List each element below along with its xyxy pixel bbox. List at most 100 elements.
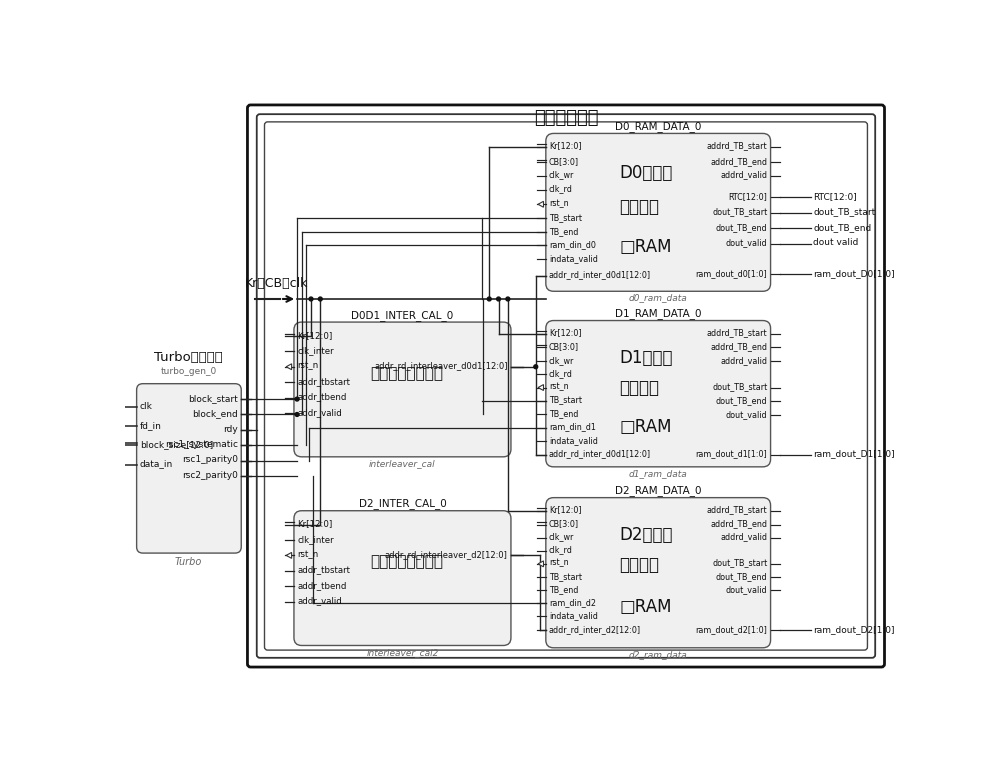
Text: addr_valid: addr_valid <box>297 597 342 606</box>
Circle shape <box>534 365 538 369</box>
Text: addrd_TB_start: addrd_TB_start <box>707 141 767 150</box>
Text: addrd_valid: addrd_valid <box>720 171 767 180</box>
FancyBboxPatch shape <box>546 134 771 291</box>
Text: Kr[12:0]: Kr[12:0] <box>549 505 582 515</box>
Circle shape <box>318 297 322 301</box>
Text: turbo_gen_0: turbo_gen_0 <box>160 367 217 376</box>
Text: TB_start: TB_start <box>549 572 582 581</box>
FancyBboxPatch shape <box>264 122 867 650</box>
Text: rst_n: rst_n <box>297 361 318 370</box>
Text: dout_TB_end: dout_TB_end <box>716 223 767 231</box>
Text: addr_rd_inter_d0d1[12:0]: addr_rd_inter_d0d1[12:0] <box>549 271 651 279</box>
Text: ram_dout_d1[1:0]: ram_dout_d1[1:0] <box>696 449 767 458</box>
Text: TB_end: TB_end <box>549 584 578 594</box>
Polygon shape <box>538 201 544 207</box>
Text: addr_tbstart: addr_tbstart <box>297 565 350 575</box>
Text: dout valid: dout valid <box>813 238 859 247</box>
Polygon shape <box>286 553 292 559</box>
Text: clk_wr: clk_wr <box>549 532 574 541</box>
Text: RTC[12:0]: RTC[12:0] <box>813 192 857 201</box>
Text: 第三路子块交织器: 第三路子块交织器 <box>370 554 443 569</box>
Text: dout_valid: dout_valid <box>726 584 767 594</box>
Text: rsc2_parity0: rsc2_parity0 <box>182 471 238 480</box>
Text: rst_n: rst_n <box>549 383 569 391</box>
Text: addrd_TB_start: addrd_TB_start <box>707 505 767 515</box>
Text: 前两路子块交织器: 前两路子块交织器 <box>370 366 443 381</box>
Text: rsc1_parity0: rsc1_parity0 <box>182 455 238 465</box>
Text: dout_TB_start: dout_TB_start <box>712 559 767 568</box>
Circle shape <box>506 297 510 301</box>
Text: □RAM: □RAM <box>619 417 672 436</box>
Text: rst_n: rst_n <box>549 199 569 208</box>
Text: TB_start: TB_start <box>549 395 582 405</box>
Text: clk_wr: clk_wr <box>549 171 574 180</box>
Text: indata_valid: indata_valid <box>549 436 598 446</box>
Text: dout_TB_start: dout_TB_start <box>813 207 875 216</box>
Text: block_end: block_end <box>192 409 238 418</box>
Text: □RAM: □RAM <box>619 238 672 257</box>
Text: clk_inter: clk_inter <box>297 535 334 543</box>
Circle shape <box>487 297 491 301</box>
Text: addr_valid: addr_valid <box>297 408 342 417</box>
FancyBboxPatch shape <box>257 114 875 658</box>
Text: addr_rd_interleaver_d0d1[12:0]: addr_rd_interleaver_d0d1[12:0] <box>374 361 508 370</box>
Text: data_in: data_in <box>140 459 173 468</box>
Text: d1_ram_data: d1_ram_data <box>629 469 688 478</box>
FancyBboxPatch shape <box>294 511 511 645</box>
Text: ram_dout_D0[1:0]: ram_dout_D0[1:0] <box>813 269 895 278</box>
Text: rdy: rdy <box>223 424 238 433</box>
Text: CB[3:0]: CB[3:0] <box>549 342 579 351</box>
Text: TB_start: TB_start <box>549 213 582 222</box>
Polygon shape <box>538 561 544 567</box>
Text: ram_dout_d2[1:0]: ram_dout_d2[1:0] <box>696 625 767 634</box>
Text: clk_rd: clk_rd <box>549 369 573 378</box>
Text: RTC[12:0]: RTC[12:0] <box>729 192 767 201</box>
Text: dout_valid: dout_valid <box>726 238 767 247</box>
Text: addr_tbstart: addr_tbstart <box>297 377 350 386</box>
Text: dout_TB_end: dout_TB_end <box>716 572 767 581</box>
Text: addr_rd_interleaver_d2[12:0]: addr_rd_interleaver_d2[12:0] <box>385 550 508 559</box>
Text: TB_end: TB_end <box>549 227 578 236</box>
Text: □RAM: □RAM <box>619 598 672 616</box>
Text: addrd_TB_end: addrd_TB_end <box>710 519 767 528</box>
FancyBboxPatch shape <box>247 105 885 667</box>
Text: D2路数据: D2路数据 <box>619 525 673 543</box>
Text: Kr[12:0]: Kr[12:0] <box>549 329 582 337</box>
Text: D2_INTER_CAL_0: D2_INTER_CAL_0 <box>359 499 446 509</box>
Text: Turbo: Turbo <box>175 557 202 567</box>
Text: ram_dout_D1[1:0]: ram_dout_D1[1:0] <box>813 449 895 458</box>
Circle shape <box>295 413 299 417</box>
Text: CB[3:0]: CB[3:0] <box>549 156 579 165</box>
Text: D1_RAM_DATA_0: D1_RAM_DATA_0 <box>615 308 701 319</box>
Text: addrd_valid: addrd_valid <box>720 532 767 541</box>
Text: clk: clk <box>140 402 153 411</box>
Text: clk_inter: clk_inter <box>297 346 334 355</box>
Text: TB_end: TB_end <box>549 409 578 418</box>
Text: rst_n: rst_n <box>297 550 318 559</box>
Text: addrd_TB_end: addrd_TB_end <box>710 342 767 351</box>
Text: ram_din_d2: ram_din_d2 <box>549 598 596 607</box>
Text: d2_ram_data: d2_ram_data <box>629 650 688 659</box>
Polygon shape <box>538 385 544 390</box>
Text: ram_din_d1: ram_din_d1 <box>549 422 596 431</box>
Text: D0D1_INTER_CAL_0: D0D1_INTER_CAL_0 <box>351 310 454 320</box>
Text: addr_tbend: addr_tbend <box>297 581 346 590</box>
Text: 两个双端: 两个双端 <box>619 197 659 216</box>
Text: CB[3:0]: CB[3:0] <box>549 519 579 528</box>
Text: fd_in: fd_in <box>140 420 162 430</box>
Text: addr_rd_inter_d0d1[12:0]: addr_rd_inter_d0d1[12:0] <box>549 449 651 458</box>
Text: D0_RAM_DATA_0: D0_RAM_DATA_0 <box>615 121 701 132</box>
Circle shape <box>309 297 313 301</box>
Text: addrd_TB_start: addrd_TB_start <box>707 329 767 337</box>
Text: addrd_valid: addrd_valid <box>720 356 767 365</box>
Text: ram_din_d0: ram_din_d0 <box>549 240 596 249</box>
Text: dout_valid: dout_valid <box>726 410 767 419</box>
Text: addr_rd_inter_d2[12:0]: addr_rd_inter_d2[12:0] <box>549 625 641 634</box>
Circle shape <box>497 297 500 301</box>
Text: ram_dout_d0[1:0]: ram_dout_d0[1:0] <box>696 269 767 278</box>
Text: Kr、CB、clk: Kr、CB、clk <box>245 277 309 290</box>
Text: clk_rd: clk_rd <box>549 184 573 194</box>
Text: block_size[12:0]: block_size[12:0] <box>140 440 213 449</box>
Text: 两个双端: 两个双端 <box>619 380 659 397</box>
Text: Kr[12:0]: Kr[12:0] <box>297 331 332 340</box>
